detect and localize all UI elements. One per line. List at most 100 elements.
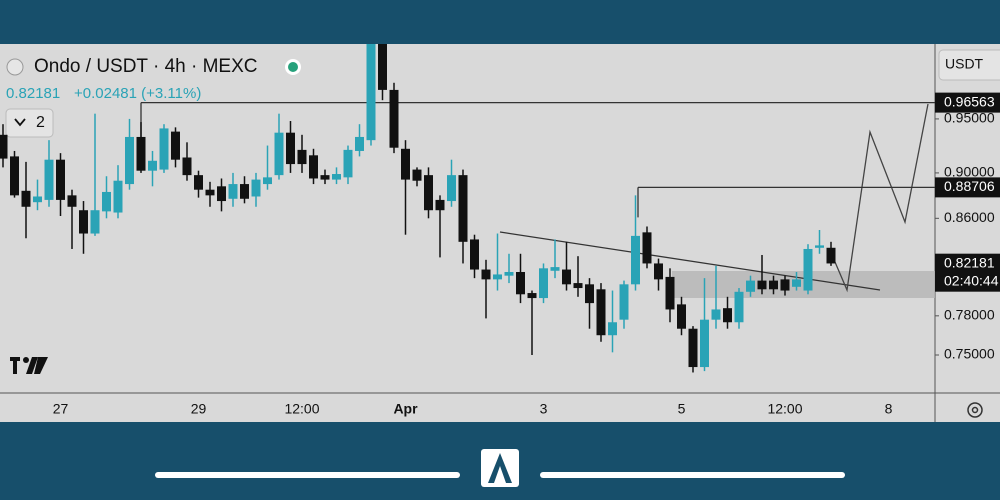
candle-body (401, 148, 410, 180)
y-tick-label: 0.75000 (944, 346, 995, 362)
candle-body (309, 155, 318, 179)
candle-body (10, 156, 19, 196)
candle-body (251, 179, 261, 197)
candle-body (228, 184, 238, 199)
candle-body (516, 271, 525, 295)
candle-body (631, 235, 640, 285)
tv-logo (10, 357, 48, 374)
candle-body (113, 180, 123, 213)
divider-bar (540, 472, 845, 478)
candle-body (297, 149, 307, 165)
last-price-box (935, 253, 1000, 292)
status-dot (288, 62, 298, 72)
candle-body (458, 175, 468, 242)
candle-body (596, 289, 606, 336)
candle-body (343, 149, 353, 178)
settings-icon[interactable] (967, 402, 983, 418)
price-label: 0.88706 (944, 178, 995, 194)
x-tick-label: 12:00 (284, 401, 319, 417)
candle-body (688, 328, 698, 368)
x-tick-label: 12:00 (767, 401, 802, 417)
candle-body (481, 269, 491, 280)
indicator-toggle[interactable] (5, 108, 54, 138)
candle-body (665, 276, 675, 310)
last-price: 0.82181 (6, 85, 60, 102)
candle-body (171, 131, 180, 160)
candle-body (205, 189, 215, 196)
candle-body (550, 267, 560, 271)
candle-body (194, 175, 203, 190)
candle-body (320, 175, 330, 180)
candle-body (435, 199, 445, 211)
projection (831, 103, 929, 293)
candle-body (21, 190, 31, 207)
currency: USDT (945, 56, 984, 72)
candle-body (723, 308, 732, 323)
x-tick-label: 3 (540, 401, 548, 417)
symbol-title: Ondo / USDT · 4h · MEXC (34, 56, 258, 77)
divider-bar (155, 472, 460, 478)
candle-body (792, 279, 801, 287)
candle-body (286, 132, 295, 165)
candle-body (378, 44, 387, 90)
candle-body (573, 283, 583, 289)
candle-body (240, 184, 249, 199)
brand-logo-mark (488, 453, 512, 483)
candle-body (33, 196, 42, 203)
candle-body (355, 136, 364, 151)
candle-body (125, 136, 134, 185)
candle-body (470, 239, 479, 270)
candle-body (447, 175, 456, 202)
candle-body (757, 280, 767, 290)
candle-body (389, 89, 399, 148)
top-frame (0, 0, 1000, 44)
candle-body (700, 319, 709, 368)
candle-body (217, 186, 226, 202)
candle-body (412, 169, 422, 181)
candle-body (826, 247, 836, 264)
candle-body (677, 304, 686, 329)
price-label: 0.96563 (944, 93, 995, 109)
candle-body (803, 248, 813, 291)
candle-body (148, 160, 157, 171)
trendline (499, 231, 881, 291)
candle-body (619, 284, 629, 320)
candle-body (274, 132, 284, 176)
candle-body (366, 44, 376, 141)
candle-body (504, 271, 514, 276)
candle-body (608, 322, 617, 336)
price-label-box (935, 177, 1000, 198)
settings-icon-center (971, 406, 979, 414)
price-label-box (935, 92, 1000, 113)
candle-body (90, 210, 100, 234)
x-tick-label: 5 (678, 401, 686, 417)
candle-body (0, 134, 8, 159)
candle-body (780, 279, 790, 291)
candle-body (769, 280, 778, 290)
indicator-count: 2 (36, 114, 45, 131)
candle-body (642, 232, 652, 264)
y-tick-label: 0.86000 (944, 209, 995, 225)
candle-body (424, 175, 433, 211)
y-tick-label: 0.78000 (944, 307, 995, 323)
candle-body (332, 174, 341, 180)
candle-body (585, 284, 594, 304)
y-tick-label: 0.95000 (944, 110, 995, 126)
candle-body (815, 245, 824, 248)
candle-body (79, 210, 88, 234)
candle-body (102, 191, 111, 212)
x-tick-label: Apr (393, 401, 418, 417)
time-axis (0, 393, 1000, 422)
price-change: +0.02481 (+3.11%) (74, 85, 201, 102)
candle-body (56, 159, 65, 200)
candle-body (711, 309, 721, 320)
countdown: 02:40:44 (944, 272, 999, 288)
y-tick-label: 0.90000 (944, 164, 995, 180)
candle-body (527, 293, 537, 299)
last-price-label: 0.82181 (944, 254, 995, 270)
currency-button[interactable] (938, 49, 1000, 81)
candle-body (182, 157, 192, 176)
coin-icon (6, 58, 24, 76)
